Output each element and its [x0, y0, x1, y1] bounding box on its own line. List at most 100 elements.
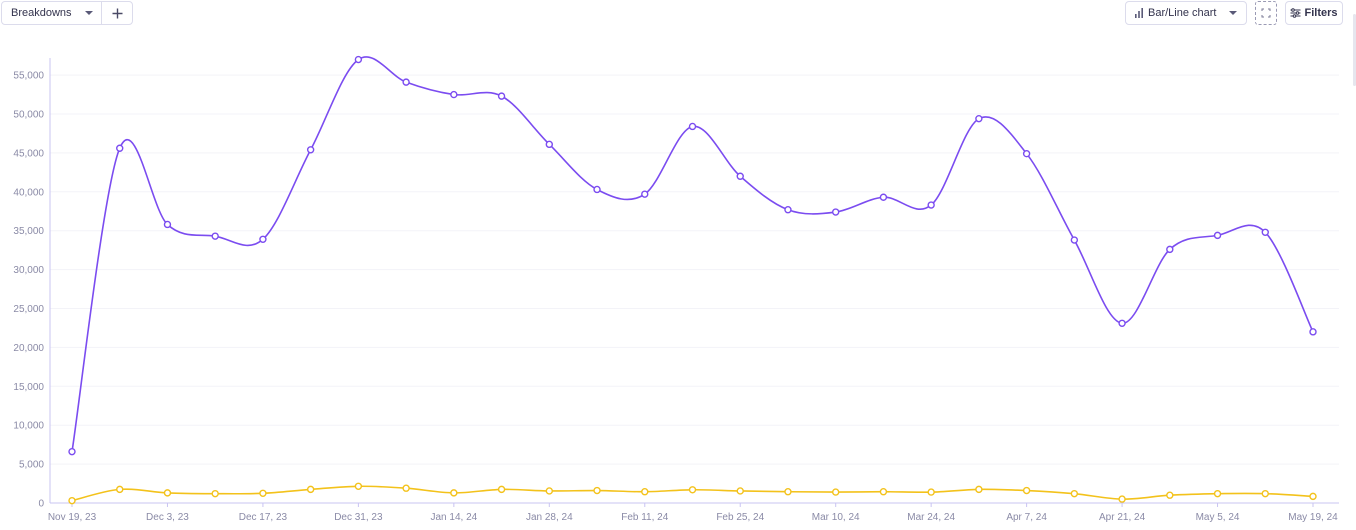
x-tick-label: May 19, 24: [1288, 512, 1338, 523]
data-point[interactable]: [1213, 231, 1222, 240]
data-point[interactable]: [879, 193, 888, 201]
data-point[interactable]: [1118, 319, 1126, 327]
x-tick-label: Dec 17, 23: [239, 512, 288, 523]
x-tick-label: Apr 7, 24: [1006, 512, 1047, 523]
data-point[interactable]: [831, 208, 840, 216]
data-point[interactable]: [259, 235, 267, 243]
data-point[interactable]: [497, 92, 506, 100]
y-tick-label: 5,000: [19, 460, 44, 471]
data-point[interactable]: [1261, 489, 1269, 498]
data-point[interactable]: [736, 487, 744, 495]
y-tick-label: 0: [38, 499, 44, 510]
series-line-1: [71, 56, 1314, 452]
y-tick-label: 30,000: [13, 265, 44, 276]
data-point[interactable]: [497, 485, 506, 494]
x-tick-label: May 5, 24: [1196, 512, 1240, 523]
y-tick-label: 35,000: [13, 226, 44, 237]
y-tick-label: 20,000: [13, 343, 44, 354]
y-tick-label: 55,000: [13, 71, 44, 82]
x-tick-label: Nov 19, 23: [48, 512, 97, 523]
series-points: [68, 55, 1317, 505]
sliders-icon: [1290, 8, 1301, 18]
filters-label: Filters: [1304, 7, 1338, 19]
data-point[interactable]: [450, 90, 458, 99]
data-point[interactable]: [1309, 328, 1317, 336]
y-tick-label: 15,000: [13, 382, 44, 393]
data-point[interactable]: [975, 114, 983, 123]
data-point[interactable]: [593, 185, 601, 194]
y-axis-ticks: 0 5,000 10,000 15,000 20,000 25,000 30,000 35,0…: [13, 71, 44, 510]
data-point[interactable]: [163, 489, 172, 497]
chart-type-label: Bar/Line chart: [1148, 7, 1217, 19]
data-point[interactable]: [306, 146, 315, 154]
x-tick-label: Mar 24, 24: [907, 512, 955, 523]
data-point[interactable]: [1070, 489, 1079, 498]
grid-lines: [50, 74, 1339, 465]
x-tick-label: Mar 10, 24: [812, 512, 860, 523]
data-point[interactable]: [545, 487, 554, 495]
data-point[interactable]: [593, 486, 601, 495]
fullscreen-button[interactable]: [1255, 1, 1277, 25]
data-point[interactable]: [116, 144, 124, 152]
plus-icon: [112, 8, 122, 18]
data-point[interactable]: [450, 489, 458, 497]
expand-icon: [1261, 8, 1271, 18]
data-point[interactable]: [163, 220, 172, 229]
data-point[interactable]: [1022, 486, 1031, 495]
data-point[interactable]: [259, 489, 267, 497]
data-point[interactable]: [402, 78, 410, 86]
data-point[interactable]: [784, 206, 792, 214]
x-tick-label: Dec 3, 23: [146, 512, 189, 523]
breakdowns-label: Breakdowns: [11, 7, 72, 19]
data-point[interactable]: [354, 482, 363, 490]
data-point[interactable]: [1261, 228, 1269, 236]
data-point[interactable]: [879, 488, 888, 496]
data-point[interactable]: [68, 496, 76, 505]
data-point[interactable]: [1070, 236, 1079, 244]
data-point[interactable]: [1213, 489, 1222, 498]
data-point[interactable]: [784, 488, 792, 496]
y-tick-label: 25,000: [13, 304, 44, 315]
x-tick-label: Feb 25, 24: [716, 512, 764, 523]
data-point[interactable]: [306, 485, 315, 494]
bar-chart-icon: [1135, 8, 1143, 18]
data-point[interactable]: [641, 190, 649, 198]
x-tick-label: Jan 14, 24: [430, 512, 477, 523]
data-point[interactable]: [688, 486, 697, 494]
data-point[interactable]: [831, 488, 840, 496]
data-point[interactable]: [1309, 492, 1317, 501]
data-point[interactable]: [354, 55, 363, 64]
data-point[interactable]: [1166, 491, 1174, 499]
x-tick-label: Apr 21, 24: [1099, 512, 1146, 523]
data-point[interactable]: [1118, 495, 1126, 503]
data-point[interactable]: [1166, 245, 1174, 254]
y-tick-label: 10,000: [13, 421, 44, 432]
data-point[interactable]: [211, 232, 219, 240]
data-point[interactable]: [641, 488, 649, 496]
filters-button[interactable]: Filters: [1285, 1, 1343, 25]
data-point[interactable]: [927, 488, 935, 496]
data-point[interactable]: [1022, 149, 1031, 158]
breakdowns-toolbar: Breakdowns: [1, 1, 133, 25]
data-point[interactable]: [975, 485, 983, 494]
x-axis-ticks: Nov 19, 23 Dec 3, 23 Dec 17, 23 Dec 31, 23 J…: [48, 503, 1338, 523]
breakdowns-dropdown[interactable]: Breakdowns: [2, 2, 102, 24]
data-point[interactable]: [402, 484, 410, 492]
data-point[interactable]: [736, 172, 744, 180]
data-point[interactable]: [545, 140, 554, 149]
scrollbar[interactable]: [1353, 14, 1356, 86]
data-point[interactable]: [688, 122, 697, 131]
chevron-down-icon: [1229, 11, 1237, 15]
x-tick-label: Feb 11, 24: [621, 512, 669, 523]
data-point[interactable]: [211, 489, 219, 498]
chart-type-dropdown[interactable]: Bar/Line chart: [1125, 1, 1247, 25]
x-tick-label: Jan 28, 24: [526, 512, 573, 523]
add-breakdown-button[interactable]: [102, 2, 132, 24]
data-point[interactable]: [116, 485, 124, 494]
x-tick-label: Dec 31, 23: [334, 512, 383, 523]
y-tick-label: 50,000: [13, 110, 44, 121]
chevron-down-icon: [85, 11, 93, 15]
data-point[interactable]: [68, 447, 76, 456]
data-point[interactable]: [927, 201, 935, 209]
